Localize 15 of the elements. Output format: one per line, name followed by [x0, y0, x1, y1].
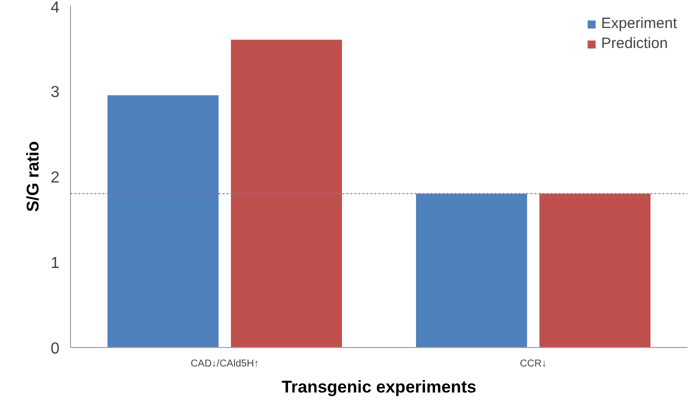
bar [230, 40, 342, 348]
x-tick-label: CAD↓/CAld5H↑ [190, 358, 259, 370]
bar [539, 194, 650, 348]
x-tick-label: CCR↓ [520, 358, 547, 370]
bar [416, 194, 528, 348]
y-tick-label: 0 [50, 340, 60, 358]
y-tick-label: 4 [50, 0, 60, 16]
y-tick-label: 1 [50, 255, 60, 272]
y-tick-label: 3 [50, 84, 60, 101]
bar [108, 95, 219, 348]
legend-label: Prediction [601, 35, 668, 52]
x-axis-title: Transgenic experiments [282, 378, 476, 396]
y-axis-title: S/G ratio [24, 141, 43, 212]
y-tick-label: 2 [50, 170, 60, 186]
legend-label: Experiment [601, 15, 677, 32]
